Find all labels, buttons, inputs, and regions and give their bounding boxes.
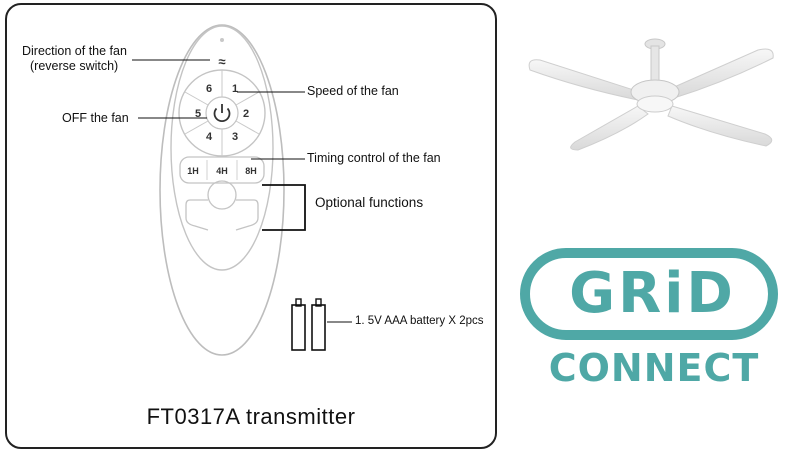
fan-blade-left-front: [570, 105, 649, 151]
timer-key-bar: [179, 156, 265, 184]
speed-key-1[interactable]: 1: [232, 83, 238, 95]
timer-key-8h[interactable]: 8H: [245, 166, 257, 176]
optional-left-key[interactable]: [185, 199, 209, 231]
optional-right-key[interactable]: [235, 199, 259, 231]
off-label: OFF the fan: [62, 111, 129, 125]
remote-outer-body: [159, 24, 285, 356]
speed-dial: [178, 69, 266, 157]
fan-downrod: [650, 45, 660, 82]
direction-sublabel: (reverse switch): [30, 59, 119, 73]
timer-key-4h[interactable]: 4H: [216, 166, 228, 176]
power-icon[interactable]: [213, 104, 231, 122]
timer-key-1h[interactable]: 1H: [187, 166, 199, 176]
logo-ring: [520, 248, 778, 340]
remote-led-indicator: [220, 38, 224, 42]
speed-key-3[interactable]: 3: [232, 131, 238, 143]
ceiling-fan-image: [528, 38, 774, 151]
speed-key-6[interactable]: 6: [206, 83, 212, 95]
diagram-panel: [5, 3, 497, 449]
transmitter-caption: FT0317A transmitter: [146, 404, 356, 429]
fan-blade-right-front: [667, 105, 773, 147]
timing-label: Timing control of the fan: [307, 151, 441, 165]
speed-key-5[interactable]: 5: [195, 108, 201, 120]
optional-round-key[interactable]: [207, 180, 237, 210]
remote-inner-panel: [170, 25, 274, 271]
speed-label: Speed of the fan: [307, 84, 399, 98]
remote-control-illustration: ≈ 1 2 3 4 5 6 1H 4H 8H: [132, 24, 352, 356]
grid-connect-logo: GRiD CONNECT: [515, 240, 790, 400]
reverse-switch-icon: ≈: [218, 54, 225, 69]
fan-blade-right-back: [671, 48, 774, 99]
fan-blade-left-back: [528, 59, 641, 101]
fan-light-dome: [636, 95, 674, 113]
battery-icon: [291, 298, 326, 351]
logo-connect-text: CONNECT: [548, 346, 760, 390]
speed-key-4[interactable]: 4: [206, 131, 213, 143]
optional-callout-bracket: [262, 184, 306, 231]
speed-key-2[interactable]: 2: [243, 108, 249, 120]
optional-label: Optional functions: [315, 195, 424, 210]
logo-grid-text: GRiD: [569, 261, 736, 326]
battery-label: 1. 5V AAA battery X 2pcs: [355, 315, 484, 327]
direction-label: Direction of the fan: [22, 44, 127, 58]
